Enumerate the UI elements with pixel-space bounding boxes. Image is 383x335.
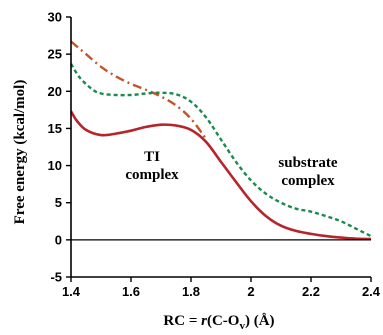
x-tick-label: 1.4: [62, 284, 81, 299]
x-axis-title-var: r: [201, 313, 207, 329]
x-axis-title-close: ) (Å): [245, 313, 275, 329]
x-tick-label: 2: [247, 284, 254, 299]
series-line-dotted: [69, 63, 372, 238]
y-tick-label: 20: [48, 84, 62, 99]
x-axis-title: RC = r(C-Ov) (Å): [163, 313, 274, 332]
x-tick-label: 2.2: [302, 284, 320, 299]
annotation-ti-complex-line: TI: [144, 149, 160, 165]
x-axis-title-prefix: RC =: [163, 313, 201, 329]
x-axis-title-sub: v: [239, 320, 245, 332]
annotations-layer: TI complex substrate complex: [125, 149, 338, 189]
y-tick-label: 0: [55, 232, 62, 247]
y-axis-title: Free energy (kcal/mol): [12, 80, 28, 225]
y-tick-label: 10: [48, 158, 62, 173]
series-line-dashdot: [70, 40, 207, 140]
y-tick-label: 25: [48, 47, 62, 62]
series-line-solid: [69, 110, 372, 241]
annotation-ti-complex: TI complex: [125, 149, 179, 183]
annotation-substrate-complex-line: complex: [281, 173, 335, 189]
y-tick-label: 30: [48, 10, 62, 25]
axes-layer: -5 0 5 10 15 20 25 30 1.4 1.6 1.8 2 2.2 2.4: [48, 10, 381, 300]
x-tick-label: 1.6: [122, 284, 140, 299]
y-tick-label: -5: [50, 270, 62, 285]
x-axis-title-open: (C-O: [207, 313, 240, 329]
annotation-ti-complex-line: complex: [125, 167, 179, 183]
x-tick-label: 1.8: [182, 284, 200, 299]
annotation-substrate-complex-line: substrate: [278, 155, 338, 171]
annotation-substrate-complex: substrate complex: [278, 155, 338, 189]
x-tick-label: 2.4: [362, 284, 381, 299]
series-layer: [69, 40, 372, 241]
y-tick-label: 15: [48, 121, 62, 136]
y-tick-label: 5: [55, 195, 62, 210]
